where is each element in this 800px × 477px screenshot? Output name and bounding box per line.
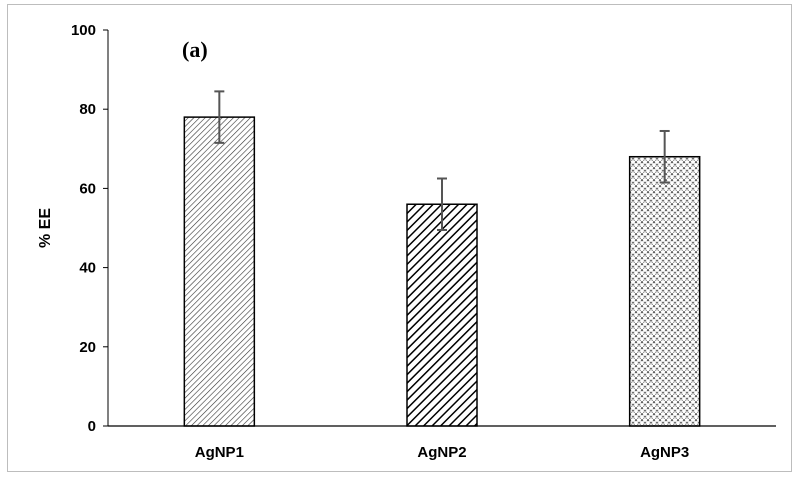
error-bar-agnp2 [437,177,447,231]
error-bars [214,90,670,231]
bars [183,116,701,427]
y-tick-label: 100 [71,22,96,39]
y-axis-ticks: 0 20 40 60 80 100 [71,22,108,435]
error-bar-agnp1 [214,90,225,144]
x-tick-label: AgNP1 [195,444,244,461]
error-bar-agnp3 [659,129,670,184]
bar-agnp1 [183,116,256,427]
bar-agnp2 [406,203,478,427]
y-axis-label: % EE [37,208,54,248]
x-tick-label: AgNP3 [640,444,689,461]
y-tick-label: 0 [88,418,96,435]
x-axis-ticks: AgNP1 AgNP2 AgNP3 [195,444,690,461]
x-tick-label: AgNP2 [417,444,466,461]
y-tick-label: 80 [79,101,96,118]
y-tick-label: 40 [79,260,96,277]
y-tick-label: 60 [79,180,96,197]
bar-agnp3 [628,155,701,427]
y-tick-label: 20 [79,339,96,356]
panel-annotation: (a) [182,37,208,62]
